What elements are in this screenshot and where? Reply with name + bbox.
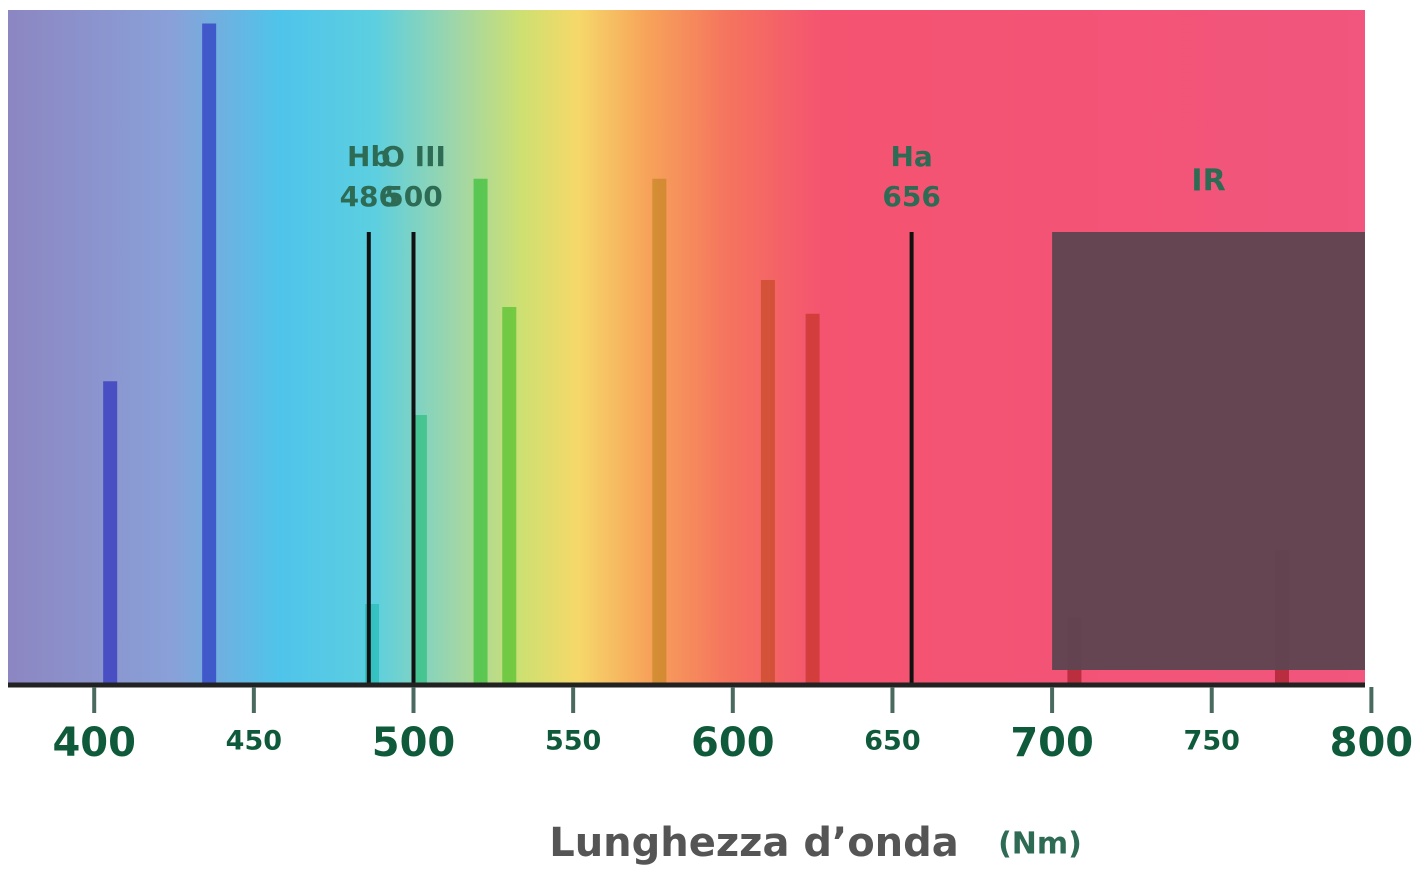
annotation-value: 656	[882, 180, 940, 213]
x-tick-label: 650	[864, 726, 920, 757]
emission-peak	[473, 178, 488, 685]
ir-label: IR	[1191, 164, 1225, 199]
x-tick-label: 700	[1010, 720, 1094, 766]
annotation-label: O III	[381, 140, 446, 173]
x-tick-label: 550	[545, 726, 601, 757]
ir-region	[1052, 232, 1365, 670]
x-tick-label: 750	[1184, 726, 1240, 757]
annotation-label: Hb	[347, 140, 390, 173]
emission-peak	[412, 415, 427, 685]
x-tick-label: 450	[226, 726, 282, 757]
x-tick-label: 800	[1330, 720, 1414, 766]
annotation-value: 486	[340, 180, 398, 213]
emission-peak	[652, 178, 667, 685]
emission-peak	[760, 280, 775, 685]
emission-peak	[103, 381, 118, 685]
emission-peak	[805, 313, 820, 685]
x-axis-label: Lunghezza d’onda	[549, 820, 959, 866]
annotation-value: 500	[384, 180, 442, 213]
x-axis-unit: (Nm)	[998, 827, 1082, 862]
annotation-label: Ha	[890, 140, 932, 173]
x-tick-label: 400	[52, 720, 136, 766]
emission-peak	[202, 23, 217, 685]
x-tick-label: 500	[372, 720, 456, 766]
x-tick-label: 600	[691, 720, 775, 766]
emission-peak	[502, 307, 517, 685]
